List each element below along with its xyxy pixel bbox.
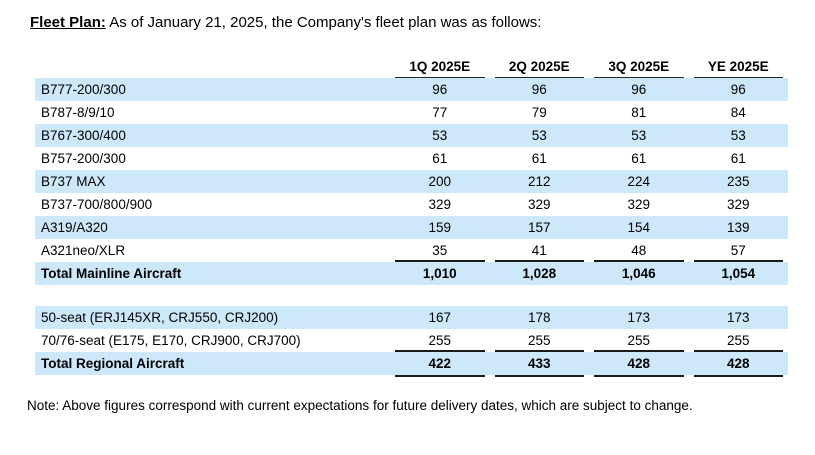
row-label: A319/A320: [35, 216, 390, 239]
value-cell: 154: [627, 220, 651, 235]
row-label: B777-200/300: [35, 78, 390, 101]
value-cell: 41: [531, 243, 547, 258]
value-cell: 255: [627, 333, 651, 348]
value-cell: 53: [432, 128, 448, 143]
header-spacer: [35, 57, 390, 78]
value-cell: 61: [730, 151, 746, 166]
table-row: B737-700/800/900 329 329 329 329: [35, 193, 788, 216]
value-cell: 329: [627, 197, 651, 212]
row-label: B737-700/800/900: [41, 197, 153, 212]
title-label: Fleet Plan:: [30, 14, 106, 31]
value-cell: 61: [432, 151, 448, 166]
title-text: As of January 21, 2025, the Company's fl…: [109, 14, 542, 31]
column-header-ye: YE 2025E: [693, 56, 783, 79]
total-value-cell: 433: [494, 350, 584, 377]
value-cell: 157: [527, 220, 551, 235]
table-row: B787-8/9/10 77 79 81 84: [35, 101, 788, 124]
column-header-2q: 2Q 2025E: [494, 56, 584, 79]
value-cell: 173: [726, 310, 750, 325]
column-header-1q: 1Q 2025E: [395, 56, 485, 79]
value-cell: 77: [432, 105, 448, 120]
value-cell: 255: [726, 333, 750, 348]
column-header-3q: 3Q 2025E: [594, 56, 684, 79]
row-label: B737 MAX: [35, 170, 390, 193]
table-row: B757-200/300 61 61 61 61: [35, 147, 788, 170]
total-value-cell: 1,054: [693, 260, 783, 287]
value-cell: 61: [531, 151, 547, 166]
table-row: A321neo/XLR 35 41 48 57: [35, 239, 788, 262]
value-cell: 53: [631, 128, 647, 143]
value-cell: 48: [631, 243, 647, 258]
fleet-plan-table: 1Q 2025E 2Q 2025E 3Q 2025E YE 2025E B777…: [35, 56, 788, 377]
value-cell: 96: [432, 82, 448, 97]
total-value-cell: 428: [594, 350, 684, 377]
value-cell: 96: [631, 82, 647, 97]
value-cell: 53: [730, 128, 746, 143]
value-cell: 57: [730, 243, 746, 258]
row-label: A321neo/XLR: [41, 243, 126, 258]
value-cell: 212: [527, 174, 551, 189]
row-label: Total Mainline Aircraft: [35, 262, 390, 285]
value-cell: 84: [730, 105, 746, 120]
value-cell: 53: [531, 128, 547, 143]
value-cell: 167: [428, 310, 452, 325]
row-label: 50-seat (ERJ145XR, CRJ550, CRJ200): [35, 306, 390, 329]
total-value-cell: 422: [395, 350, 485, 377]
total-row-regional: Total Regional Aircraft 422 433 428 428: [35, 350, 788, 377]
value-cell: 61: [631, 151, 647, 166]
value-cell: 329: [428, 197, 452, 212]
section-spacer-row: [35, 285, 788, 306]
table-row: B767-300/400 53 53 53 53: [35, 124, 788, 147]
table-row: B737 MAX 200 212 224 235: [35, 170, 788, 193]
total-row-mainline: Total Mainline Aircraft 1,010 1,028 1,04…: [35, 260, 788, 287]
value-cell: 81: [631, 105, 647, 120]
total-value-cell: 1,046: [594, 260, 684, 287]
total-value-cell: 1,010: [395, 260, 485, 287]
value-cell: 96: [730, 82, 746, 97]
value-cell: 255: [428, 333, 452, 348]
value-cell: 200: [428, 174, 452, 189]
page-title: Fleet Plan: As of January 21, 2025, the …: [30, 14, 815, 32]
row-label: Total Regional Aircraft: [35, 352, 390, 375]
value-cell: 139: [726, 220, 750, 235]
value-cell: 255: [527, 333, 551, 348]
value-cell: 178: [527, 310, 551, 325]
table-row: B777-200/300 96 96 96 96: [35, 78, 788, 101]
value-cell: 235: [726, 174, 750, 189]
header-row: 1Q 2025E 2Q 2025E 3Q 2025E YE 2025E: [35, 56, 788, 79]
value-cell: 329: [726, 197, 750, 212]
row-label: B757-200/300: [41, 151, 126, 166]
value-cell: 35: [432, 243, 448, 258]
value-cell: 79: [531, 105, 547, 120]
row-label: B767-300/400: [35, 124, 390, 147]
value-cell: 224: [627, 174, 651, 189]
value-cell: 329: [527, 197, 551, 212]
value-cell: 159: [428, 220, 452, 235]
value-cell: 96: [531, 82, 547, 97]
total-value-cell: 1,028: [494, 260, 584, 287]
total-value-cell: 428: [693, 350, 783, 377]
row-label: 70/76-seat (E175, E170, CRJ900, CRJ700): [41, 333, 301, 348]
value-cell: 173: [627, 310, 651, 325]
table-row: 50-seat (ERJ145XR, CRJ550, CRJ200) 167 1…: [35, 306, 788, 329]
table-row: 70/76-seat (E175, E170, CRJ900, CRJ700) …: [35, 329, 788, 352]
footnote: Note: Above figures correspond with curr…: [27, 398, 693, 413]
row-label: B787-8/9/10: [41, 105, 115, 120]
table-row: A319/A320 159 157 154 139: [35, 216, 788, 239]
